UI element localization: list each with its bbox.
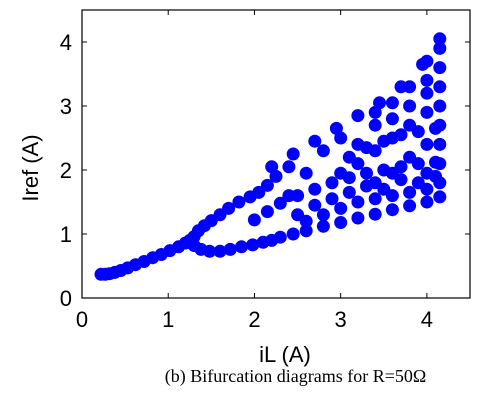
data-point <box>334 201 348 215</box>
plot-frame <box>81 9 471 299</box>
data-point <box>403 185 417 199</box>
data-point <box>420 105 434 119</box>
x-tick-label: 2 <box>248 307 260 332</box>
data-point <box>235 240 248 254</box>
data-point <box>385 203 399 217</box>
data-point <box>252 185 266 199</box>
data-point <box>334 216 348 229</box>
data-point <box>433 32 447 46</box>
plot-border <box>81 9 471 299</box>
data-point <box>334 131 348 145</box>
data-point <box>325 192 339 206</box>
data-point <box>433 190 447 204</box>
data-point <box>316 219 330 233</box>
data-point <box>246 238 260 252</box>
data-point <box>385 189 399 203</box>
data-point <box>286 147 300 161</box>
data-point <box>334 166 348 180</box>
data-point <box>282 160 296 174</box>
data-point <box>433 137 447 151</box>
data-point <box>351 157 365 171</box>
data-point <box>433 176 447 190</box>
y-tick-label: 1 <box>60 222 72 247</box>
data-point <box>385 166 399 180</box>
data-point <box>433 80 447 94</box>
data-point <box>203 244 217 258</box>
data-point <box>286 227 300 241</box>
data-point <box>420 166 434 180</box>
data-point <box>351 109 365 123</box>
data-point <box>308 134 322 148</box>
data-point <box>403 118 417 132</box>
data-point <box>351 211 365 225</box>
data-point <box>223 242 237 256</box>
data-point <box>282 189 296 203</box>
data-point <box>351 195 365 209</box>
data-point <box>260 178 274 192</box>
data-point <box>385 112 399 126</box>
scatter-points <box>94 32 447 281</box>
data-point <box>368 144 382 158</box>
data-point <box>247 213 261 227</box>
data-point <box>433 61 447 75</box>
data-point <box>420 195 434 209</box>
data-point <box>420 73 434 87</box>
data-point <box>385 96 399 110</box>
data-point <box>420 137 434 151</box>
data-point <box>316 208 330 222</box>
data-point <box>342 185 356 199</box>
data-point <box>403 99 417 113</box>
data-point <box>260 205 274 219</box>
y-axis-label: Iref (A) <box>18 134 43 201</box>
data-point <box>316 144 330 158</box>
data-point <box>299 166 313 180</box>
data-point <box>299 214 313 228</box>
data-point <box>420 86 434 100</box>
x-axis-ticks: 0 1 2 3 4 <box>76 10 433 332</box>
data-point <box>308 198 322 212</box>
data-point <box>403 80 417 94</box>
data-point <box>433 157 447 171</box>
x-axis-label: iL (A) <box>259 342 311 367</box>
data-point <box>368 105 382 119</box>
x-tick-label: 1 <box>162 307 174 332</box>
y-tick-label: 0 <box>60 286 72 311</box>
data-point <box>433 41 447 55</box>
x-tick-label: 0 <box>76 307 88 332</box>
y-tick-label: 3 <box>60 94 72 119</box>
x-tick-label: 4 <box>421 307 433 332</box>
data-point <box>368 118 382 132</box>
data-point <box>385 131 399 145</box>
data-point <box>232 195 246 209</box>
data-point <box>360 166 373 180</box>
data-point <box>368 207 382 221</box>
data-point <box>213 244 227 258</box>
y-axis-ticks: 0 1 2 3 4 <box>60 30 470 311</box>
data-point <box>403 199 417 213</box>
data-point <box>433 118 447 132</box>
data-point <box>325 176 339 190</box>
data-point <box>420 54 434 68</box>
data-point <box>368 192 382 206</box>
data-point <box>273 230 287 244</box>
data-point <box>265 160 279 174</box>
x-tick-label: 3 <box>335 307 347 332</box>
y-tick-label: 4 <box>60 30 72 55</box>
data-point <box>308 182 322 196</box>
data-point <box>433 99 447 113</box>
data-point <box>273 196 287 210</box>
data-point <box>222 201 236 215</box>
data-point <box>299 224 313 238</box>
figure-caption: (b) Bifurcation diagrams for R=50Ω <box>164 366 427 386</box>
data-point <box>403 150 417 164</box>
data-point <box>420 182 434 196</box>
y-tick-label: 2 <box>60 158 72 183</box>
data-point <box>368 176 382 190</box>
